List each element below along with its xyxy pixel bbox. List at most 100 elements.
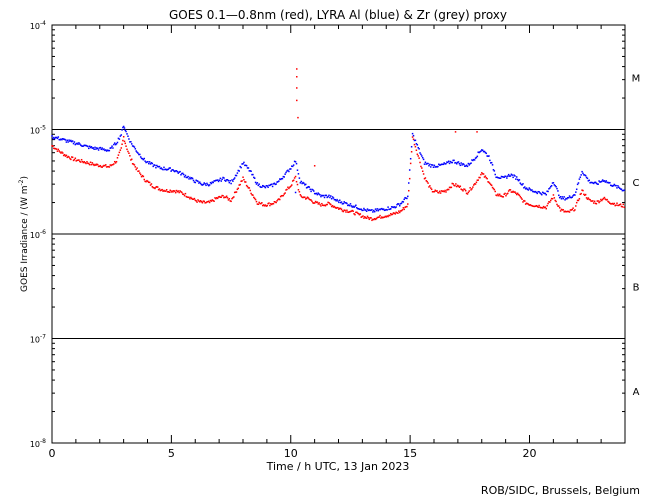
data-point bbox=[620, 205, 623, 208]
data-point bbox=[284, 173, 286, 175]
data-point bbox=[333, 205, 336, 208]
data-point bbox=[582, 172, 584, 175]
data-point bbox=[576, 183, 579, 186]
data-point bbox=[329, 203, 331, 205]
data-point bbox=[388, 208, 390, 211]
data-point bbox=[575, 201, 578, 204]
data-point bbox=[517, 193, 520, 196]
data-point bbox=[270, 203, 273, 206]
class-lines bbox=[52, 129, 625, 339]
outlier-point bbox=[296, 99, 298, 102]
data-point bbox=[264, 186, 267, 189]
data-point bbox=[410, 146, 413, 148]
data-point bbox=[509, 189, 512, 191]
data-point bbox=[596, 183, 599, 185]
data-point bbox=[313, 190, 315, 192]
data-point bbox=[265, 205, 268, 207]
credit-text: ROB/SIDC, Brussels, Belgium bbox=[481, 484, 640, 497]
data-point bbox=[384, 209, 387, 211]
data-point bbox=[405, 206, 407, 208]
data-point bbox=[426, 180, 428, 183]
data-point bbox=[544, 192, 547, 195]
data-point bbox=[398, 205, 401, 207]
data-point bbox=[159, 167, 162, 170]
data-point bbox=[64, 155, 67, 157]
y-tick-label-base: 10 bbox=[30, 22, 40, 31]
data-point bbox=[78, 142, 80, 144]
data-point bbox=[383, 209, 386, 212]
y-axis-label-main: GOES Irradiance / (W m bbox=[20, 186, 30, 292]
data-point bbox=[216, 197, 218, 199]
data-point bbox=[251, 193, 253, 196]
data-point bbox=[353, 213, 355, 215]
data-point bbox=[332, 197, 335, 199]
data-point bbox=[330, 205, 333, 208]
data-point bbox=[346, 209, 348, 212]
outlier-point bbox=[476, 131, 478, 133]
data-point bbox=[312, 202, 314, 204]
data-point bbox=[132, 163, 135, 165]
data-point bbox=[107, 149, 110, 152]
data-point bbox=[566, 198, 568, 200]
data-point bbox=[116, 157, 119, 159]
data-point bbox=[54, 136, 57, 139]
data-point bbox=[130, 159, 132, 161]
data-point bbox=[321, 194, 323, 197]
data-point bbox=[225, 195, 228, 198]
data-point bbox=[390, 206, 393, 208]
data-point bbox=[280, 195, 283, 197]
data-point bbox=[605, 199, 607, 201]
data-point bbox=[139, 153, 141, 156]
data-point bbox=[375, 217, 378, 220]
data-point bbox=[122, 139, 124, 142]
data-point bbox=[427, 162, 429, 165]
data-point bbox=[249, 189, 251, 192]
data-point bbox=[489, 159, 491, 162]
data-point bbox=[115, 143, 118, 145]
data-point bbox=[301, 196, 303, 199]
data-point bbox=[529, 204, 531, 206]
data-point bbox=[488, 181, 490, 184]
data-point bbox=[107, 165, 110, 168]
data-point bbox=[462, 190, 464, 192]
data-point bbox=[313, 202, 315, 204]
data-point bbox=[618, 203, 621, 206]
y-tick-label-exp: -7 bbox=[40, 334, 46, 341]
y-tick-labels: 10-810-710-610-510-4 bbox=[30, 20, 46, 449]
data-point bbox=[363, 217, 365, 219]
data-point bbox=[332, 206, 335, 208]
data-point bbox=[149, 184, 152, 186]
data-point bbox=[102, 148, 104, 151]
data-point bbox=[157, 188, 160, 191]
data-point bbox=[588, 179, 590, 182]
data-point bbox=[209, 181, 212, 184]
data-point bbox=[136, 151, 138, 154]
data-point bbox=[328, 194, 330, 197]
data-point bbox=[602, 197, 605, 200]
data-point bbox=[511, 174, 513, 176]
data-point bbox=[421, 170, 424, 173]
data-point bbox=[223, 177, 225, 179]
data-point bbox=[586, 177, 589, 180]
y-tick-label: 10-8 bbox=[30, 438, 46, 449]
data-point bbox=[200, 183, 203, 186]
data-point bbox=[128, 138, 130, 140]
data-point bbox=[206, 182, 208, 185]
data-point bbox=[619, 203, 622, 205]
data-point bbox=[500, 195, 503, 197]
data-point bbox=[262, 204, 265, 206]
data-point bbox=[567, 210, 570, 213]
data-point bbox=[71, 140, 74, 142]
x-axis-label: Time / h UTC, 13 Jan 2023 bbox=[266, 460, 410, 473]
data-point bbox=[569, 209, 572, 211]
data-point bbox=[154, 187, 156, 190]
data-point bbox=[464, 188, 466, 191]
data-point bbox=[377, 209, 379, 212]
data-point bbox=[371, 209, 373, 211]
data-point bbox=[325, 194, 328, 197]
data-point bbox=[601, 199, 603, 202]
data-point bbox=[120, 147, 123, 149]
data-point bbox=[333, 198, 336, 201]
data-point bbox=[571, 196, 573, 198]
data-point bbox=[319, 194, 321, 196]
